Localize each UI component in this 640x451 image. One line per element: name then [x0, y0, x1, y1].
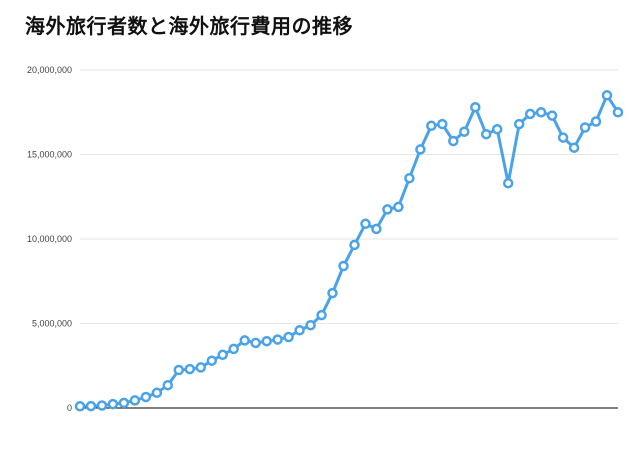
data-point — [96, 400, 108, 411]
data-point — [524, 108, 536, 120]
data-point — [140, 391, 152, 403]
data-point — [74, 401, 86, 412]
y-tick-label: 15,000,000 — [27, 150, 72, 160]
data-point — [491, 123, 503, 135]
data-point — [393, 201, 404, 213]
data-point — [590, 116, 602, 127]
data-point — [129, 395, 141, 406]
data-point — [217, 349, 228, 361]
data-point — [601, 90, 613, 101]
data-point — [480, 128, 492, 140]
data-point — [272, 334, 283, 345]
data-point — [557, 132, 569, 143]
data-point — [579, 122, 591, 133]
data-point — [184, 363, 196, 375]
data-point — [195, 362, 207, 373]
data-point — [85, 400, 97, 412]
data-point — [568, 142, 580, 153]
data-point — [250, 337, 261, 349]
data-point — [426, 120, 437, 132]
data-point — [206, 355, 218, 366]
data-point — [349, 239, 360, 251]
data-point — [162, 379, 174, 391]
data-point — [448, 135, 459, 147]
data-point — [502, 177, 514, 189]
data-point — [338, 260, 349, 272]
data-point — [305, 319, 316, 331]
data-point — [327, 287, 338, 299]
data-point — [107, 398, 119, 410]
data-point — [283, 331, 294, 343]
data-point — [612, 107, 624, 118]
data-point — [173, 364, 185, 376]
data-point — [151, 387, 163, 399]
data-point — [535, 107, 547, 118]
data-point — [404, 172, 415, 184]
data-point — [470, 101, 481, 113]
chart-title: 海外旅行者数と海外旅行費用の推移 — [25, 14, 353, 38]
data-point — [513, 118, 525, 130]
data-point — [415, 144, 426, 155]
data-point — [294, 325, 305, 336]
data-point — [459, 126, 470, 137]
data-point — [360, 218, 371, 230]
data-point — [382, 204, 393, 215]
data-point — [437, 118, 448, 130]
data-point — [228, 343, 239, 355]
y-tick-label: 0 — [67, 403, 72, 413]
series-line — [78, 93, 620, 408]
data-point — [546, 110, 558, 121]
y-tick-label: 5,000,000 — [32, 319, 72, 329]
data-point — [371, 223, 382, 235]
y-tick-label: 20,000,000 — [27, 65, 72, 75]
data-point — [118, 397, 130, 409]
data-point — [261, 335, 272, 347]
data-point — [316, 309, 327, 321]
y-tick-label: 10,000,000 — [27, 234, 72, 244]
data-point — [239, 335, 250, 346]
